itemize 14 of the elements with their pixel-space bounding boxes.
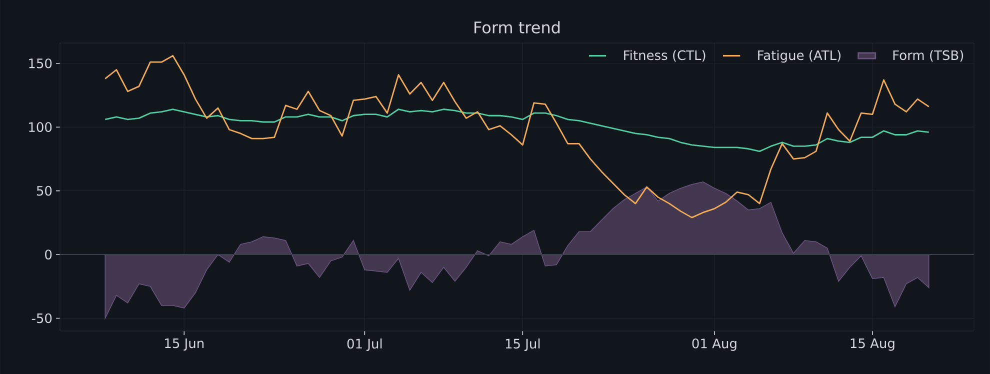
legend-label: Fatigue (ATL) [758, 50, 840, 63]
y-tick-label: 0 [45, 250, 52, 260]
x-tick-label: 01 Aug [692, 338, 736, 351]
y-tick-label: 50 [36, 186, 52, 196]
y-tick-label: -50 [32, 313, 52, 324]
y-tick-label: 100 [29, 122, 52, 132]
x-tick-label: 01 Jul [347, 338, 382, 351]
legend-label: Form (TSB) [893, 50, 964, 62]
y-tick-label: 150 [29, 58, 52, 68]
legend-label: Fitness (CTL) [624, 50, 706, 62]
x-tick-label: 15 Jun [165, 338, 204, 351]
x-tick-label: 15 Jul [506, 338, 540, 351]
chart-title: Form trend [474, 21, 560, 34]
x-tick-label: 15 Aug [850, 338, 894, 351]
